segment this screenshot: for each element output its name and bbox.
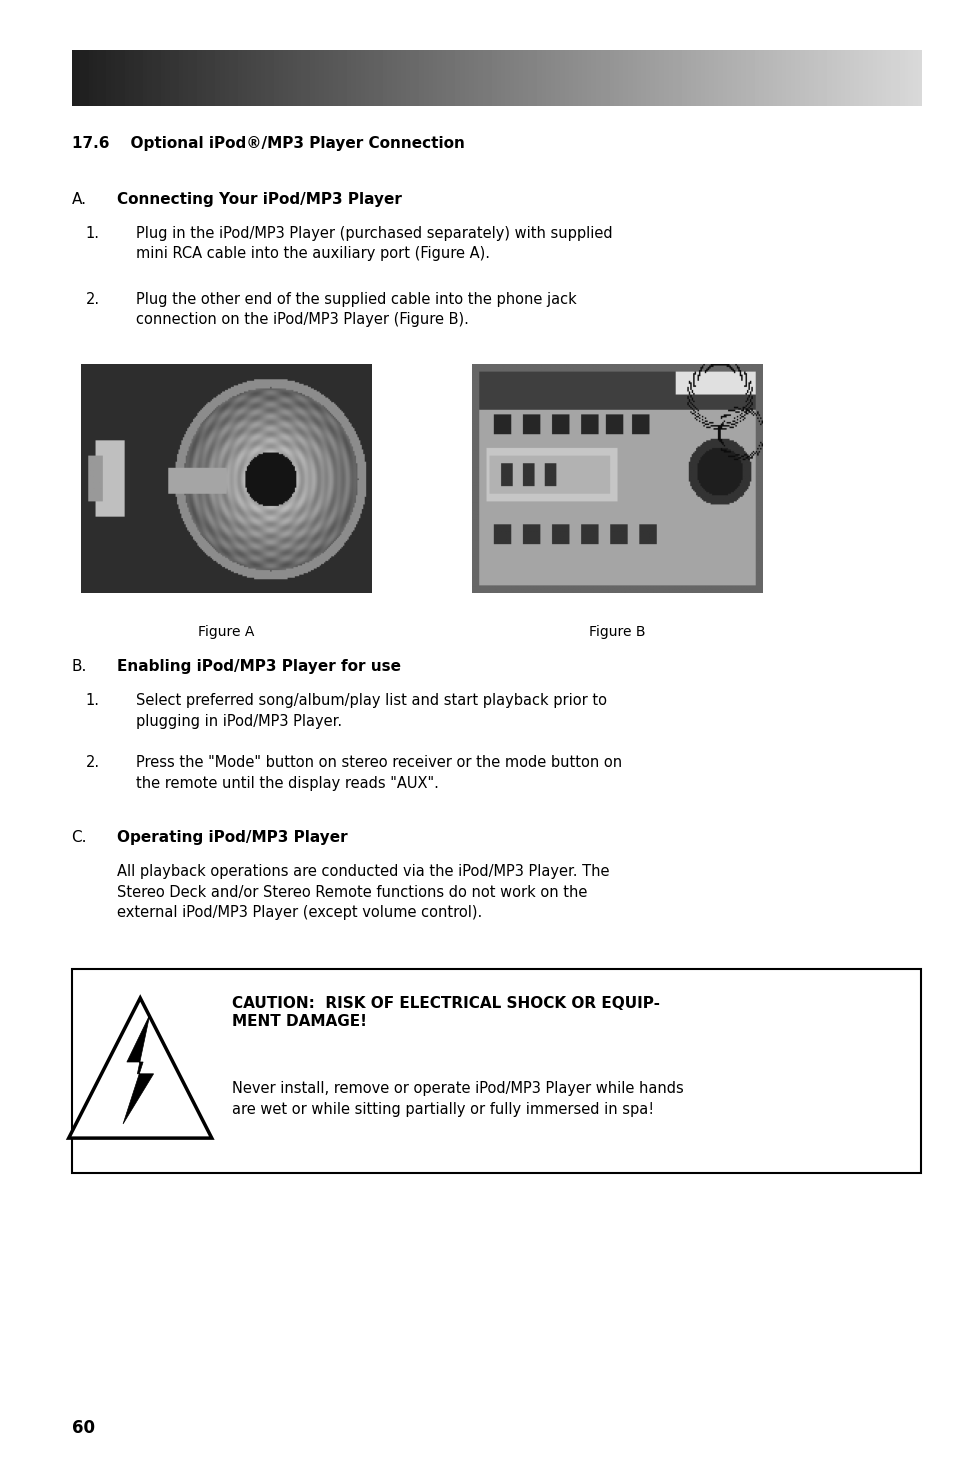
Polygon shape xyxy=(123,1015,153,1124)
Text: All playback operations are conducted via the iPod/MP3 Player. The
Stereo Deck a: All playback operations are conducted vi… xyxy=(117,864,609,920)
Text: 60: 60 xyxy=(71,1419,94,1437)
Polygon shape xyxy=(69,999,212,1139)
Text: 2.: 2. xyxy=(86,292,100,307)
Text: Press the "Mode" button on stereo receiver or the mode button on
the remote unti: Press the "Mode" button on stereo receiv… xyxy=(136,755,622,791)
Text: 1.: 1. xyxy=(86,693,100,708)
Text: CAUTION:  RISK OF ELECTRICAL SHOCK OR EQUIP-
MENT DAMAGE!: CAUTION: RISK OF ELECTRICAL SHOCK OR EQU… xyxy=(232,996,659,1030)
Text: Select preferred song/album/play list and start playback prior to
plugging in iP: Select preferred song/album/play list an… xyxy=(136,693,607,729)
Bar xyxy=(71,969,920,1173)
Text: 17.6    Optional iPod®/MP3 Player Connection: 17.6 Optional iPod®/MP3 Player Connectio… xyxy=(71,136,464,150)
Text: Plug the other end of the supplied cable into the phone jack
connection on the i: Plug the other end of the supplied cable… xyxy=(136,292,577,327)
Text: 1.: 1. xyxy=(86,226,100,240)
Text: Connecting Your iPod/MP3 Player: Connecting Your iPod/MP3 Player xyxy=(117,192,402,206)
Text: B.: B. xyxy=(71,659,87,674)
Text: Plug in the iPod/MP3 Player (purchased separately) with supplied
mini RCA cable : Plug in the iPod/MP3 Player (purchased s… xyxy=(136,226,613,261)
Text: Enabling iPod/MP3 Player for use: Enabling iPod/MP3 Player for use xyxy=(117,659,401,674)
Text: J-300 Series: J-300 Series xyxy=(79,71,200,88)
Text: Never install, remove or operate iPod/MP3 Player while hands
are wet or while si: Never install, remove or operate iPod/MP… xyxy=(232,1081,683,1117)
Text: C.: C. xyxy=(71,830,87,845)
Text: A.: A. xyxy=(71,192,87,206)
Text: Figure B: Figure B xyxy=(589,625,645,639)
Text: Operating iPod/MP3 Player: Operating iPod/MP3 Player xyxy=(117,830,348,845)
Text: Figure A: Figure A xyxy=(198,625,254,639)
Text: 2.: 2. xyxy=(86,755,100,770)
